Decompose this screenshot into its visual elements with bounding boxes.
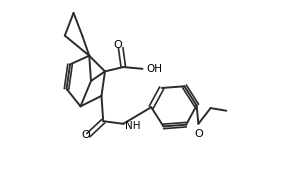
Text: OH: OH — [147, 64, 163, 74]
Text: O: O — [194, 128, 203, 139]
Text: O: O — [81, 130, 90, 140]
Text: NH: NH — [125, 121, 140, 131]
Text: O: O — [113, 40, 122, 50]
